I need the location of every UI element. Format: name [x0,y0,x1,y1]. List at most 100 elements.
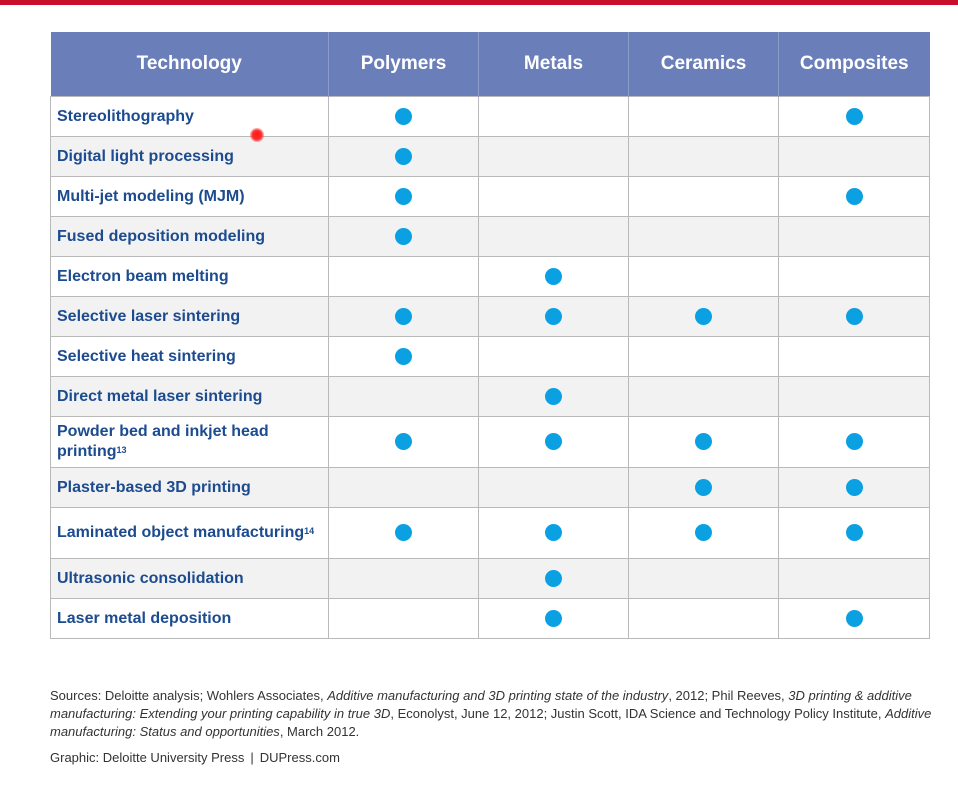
technology-label: Selective laser sintering [57,307,241,325]
cell-composites [778,416,930,468]
technology-materials-table: Technology Polymers Metals Ceramics Comp… [50,32,930,639]
cell-composites [778,96,930,137]
availability-dot-icon [395,187,412,205]
cursor-highlight-dot [250,128,264,142]
cell-composites [778,176,930,217]
cell-composites [778,507,930,559]
cell-ceramics [628,256,779,297]
cell-composites [778,256,930,297]
sources-prefix: Sources: Deloitte analysis; Wohlers Asso… [50,688,328,703]
technology-label: Digital light processing [57,147,234,165]
cell-ceramics [628,376,779,417]
cell-polymers [328,376,479,417]
availability-dot-icon [395,433,412,451]
cell-composites [778,376,930,417]
cell-metals [478,96,629,137]
cell-metals [478,558,629,599]
graphic-credit: Graphic: Deloitte University Press | DUPre… [50,750,340,765]
availability-dot-icon [845,187,863,205]
cell-ceramics [628,467,779,508]
availability-dot-icon [545,387,562,405]
table-row: Laser metal deposition [50,598,930,639]
cell-ceramics [628,296,779,337]
cell-ceramics [628,336,779,377]
header-composites: Composites [778,32,930,97]
cell-metals [478,376,629,417]
header-metals: Metals [478,32,629,97]
cell-polymers [328,598,479,639]
table-row: Ultrasonic consolidation [50,558,930,599]
technology-cell: Multi-jet modeling (MJM) [50,176,329,217]
cell-metals [478,216,629,257]
cell-metals [478,336,629,377]
cell-ceramics [628,216,779,257]
technology-cell: Laminated object manufacturing14 [50,507,329,559]
availability-dot-icon [395,307,412,325]
cell-composites [778,296,930,337]
cell-composites [778,336,930,377]
technology-cell: Direct metal laser sintering [50,376,329,417]
availability-dot-icon [545,569,562,587]
header-ceramics: Ceramics [628,32,779,97]
technology-cell: Stereolithography [50,96,329,137]
cell-ceramics [628,598,779,639]
availability-dot-icon [545,609,562,627]
table-header-row: Technology Polymers Metals Ceramics Comp… [50,32,930,97]
availability-dot-icon [395,347,412,365]
graphic-credit-text: Graphic: Deloitte University Press [50,750,245,765]
technology-cell: Plaster-based 3D printing [50,467,329,508]
technology-cell: Powder bed and inkjet head printing13 [50,416,329,468]
cell-metals [478,416,629,468]
technology-label: Stereolithography [57,107,194,125]
header-technology: Technology [50,32,329,97]
technology-label: Multi-jet modeling (MJM) [57,187,245,205]
availability-dot-icon [545,267,562,285]
cell-polymers [328,216,479,257]
technology-label: Selective heat sintering [57,347,236,365]
table-row: Stereolithography [50,96,930,137]
cell-composites [778,216,930,257]
cell-metals [478,176,629,217]
technology-label: Laminated object manufacturing [57,524,305,541]
header-polymers: Polymers [328,32,479,97]
sources-note: Sources: Deloitte analysis; Wohlers Asso… [50,687,935,741]
technology-cell: Selective heat sintering [50,336,329,377]
cell-metals [478,136,629,177]
table-row: Multi-jet modeling (MJM) [50,176,930,217]
cell-ceramics [628,416,779,468]
availability-dot-icon [395,147,412,165]
table-row: Selective heat sintering [50,336,930,377]
technology-label: Fused deposition modeling [57,227,265,245]
availability-dot-icon [845,107,863,125]
cell-composites [778,467,930,508]
technology-label: Plaster-based 3D printing [57,478,251,496]
technology-cell: Ultrasonic consolidation [50,558,329,599]
cell-metals [478,507,629,559]
cell-polymers [328,336,479,377]
cell-ceramics [628,558,779,599]
technology-cell: Electron beam melting [50,256,329,297]
availability-dot-icon [845,524,863,542]
technology-cell: Selective laser sintering [50,296,329,337]
technology-label: Electron beam melting [57,267,229,285]
availability-dot-icon [845,609,863,627]
table-row: Laminated object manufacturing14 [50,507,930,559]
sources-suffix: , March 2012. [279,724,360,739]
technology-label: Laser metal deposition [57,609,232,627]
table-row: Selective laser sintering [50,296,930,337]
sources-title-1: Additive manufacturing and 3D printing s… [327,688,669,703]
sources-part-2: , 2012; Phil Reeves, [668,688,789,703]
table-row: Digital light processing [50,136,930,177]
technology-cell: Laser metal deposition [50,598,329,639]
table-row: Electron beam melting [50,256,930,297]
table-row: Fused deposition modeling [50,216,930,257]
availability-dot-icon [695,433,712,451]
availability-dot-icon [695,478,712,496]
technology-label: Ultrasonic consolidation [57,569,244,587]
cell-metals [478,256,629,297]
footnote-ref: 14 [304,526,315,536]
sources-title-2: 3D printing & additive manufacturing: Ex… [50,688,912,721]
cell-polymers [328,256,479,297]
credit-site-link[interactable]: DUPress.com [259,750,340,765]
availability-dot-icon [845,478,863,496]
